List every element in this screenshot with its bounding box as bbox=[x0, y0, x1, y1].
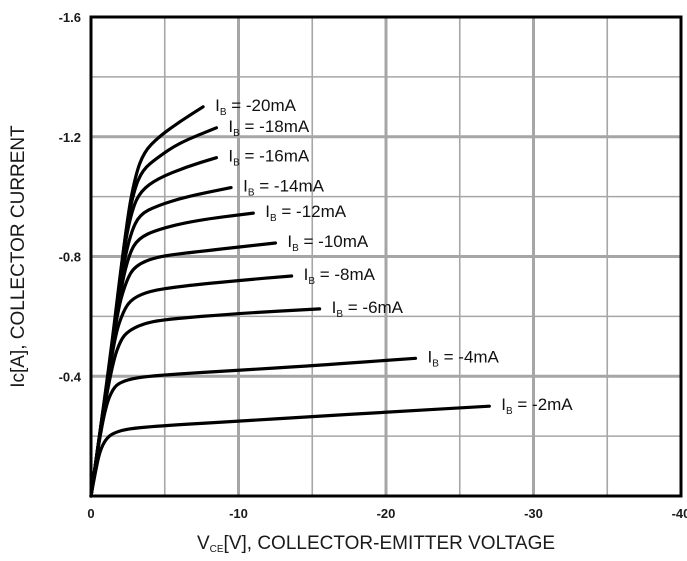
series-label-main: I bbox=[304, 265, 309, 284]
series-label: IB = -14mA bbox=[243, 177, 325, 199]
series-label-sub: B bbox=[506, 406, 513, 417]
series-label-main: I bbox=[243, 177, 248, 196]
series-label-sub: B bbox=[292, 243, 299, 254]
y-tick-label: -0.4 bbox=[59, 369, 82, 384]
series-label-main: I bbox=[215, 96, 220, 115]
series-label-rest: = -12mA bbox=[277, 202, 347, 221]
series-label-main: I bbox=[501, 395, 506, 414]
series-label-rest: = -6mA bbox=[343, 298, 404, 317]
x-tick-label: 0 bbox=[87, 506, 94, 521]
x-axis-title: VCE[V], COLLECTOR-EMITTER VOLTAGE bbox=[197, 533, 555, 555]
y-tick-label: -1.2 bbox=[59, 130, 81, 145]
series-label-sub: B bbox=[220, 107, 227, 118]
series-label-rest: = -8mA bbox=[315, 265, 376, 284]
series-label: IB = -2mA bbox=[501, 395, 573, 417]
series-label-rest: = -18mA bbox=[240, 117, 310, 136]
y-tick-label: -1.6 bbox=[59, 10, 81, 25]
x-axis-title-main: V bbox=[197, 533, 210, 554]
series-label-main: I bbox=[287, 232, 292, 251]
y-axis-title: Ic[A], COLLECTOR CURRENT bbox=[8, 125, 29, 388]
series-label-sub: B bbox=[308, 276, 315, 287]
x-tick-label: -40 bbox=[672, 506, 687, 521]
tick-labels: 0 -10 -20 -30 -40 -0.4 -0.8 -1.2 -1.6 bbox=[59, 10, 687, 521]
x-tick-label: -20 bbox=[377, 506, 396, 521]
x-tick-label: -30 bbox=[524, 506, 543, 521]
series-label-sub: B bbox=[233, 128, 240, 139]
series-label-main: I bbox=[265, 202, 270, 221]
series-label: IB = -16mA bbox=[228, 147, 310, 169]
series-label-rest: = -10mA bbox=[299, 232, 369, 251]
series-label-sub: B bbox=[233, 158, 240, 169]
series-label-main: I bbox=[428, 347, 433, 366]
series-line bbox=[89, 307, 322, 498]
x-axis-title-sub: CE bbox=[210, 544, 224, 555]
series-label: IB = -10mA bbox=[287, 232, 369, 254]
series-label-main: I bbox=[332, 298, 337, 317]
series-label-rest: = -2mA bbox=[513, 395, 574, 414]
y-tick-label: -0.8 bbox=[59, 250, 81, 265]
series-line bbox=[89, 105, 205, 498]
series-label-sub: B bbox=[336, 309, 343, 320]
x-axis-title-rest: [V], COLLECTOR-EMITTER VOLTAGE bbox=[224, 533, 556, 554]
series-label-sub: B bbox=[248, 188, 255, 199]
series-label-sub: B bbox=[270, 213, 277, 224]
x-tick-label: -10 bbox=[229, 506, 248, 521]
series-label: IB = -8mA bbox=[304, 265, 376, 287]
series-line bbox=[89, 404, 491, 498]
series-label-rest: = -20mA bbox=[227, 96, 297, 115]
curves bbox=[89, 105, 491, 498]
plot-frame bbox=[89, 15, 683, 498]
series-label-main: I bbox=[228, 147, 233, 166]
series-label-main: I bbox=[228, 117, 233, 136]
series-label: IB = -18mA bbox=[228, 117, 310, 139]
series-label: IB = -20mA bbox=[215, 96, 297, 118]
series-label-rest: = -16mA bbox=[240, 147, 310, 166]
series-label: IB = -12mA bbox=[265, 202, 347, 224]
series-line bbox=[89, 274, 294, 498]
series-label-rest: = -14mA bbox=[255, 177, 325, 196]
series-label: IB = -6mA bbox=[332, 298, 404, 320]
series-label-rest: = -4mA bbox=[439, 347, 500, 366]
series-label: IB = -4mA bbox=[428, 347, 500, 369]
series-label-sub: B bbox=[432, 358, 439, 369]
